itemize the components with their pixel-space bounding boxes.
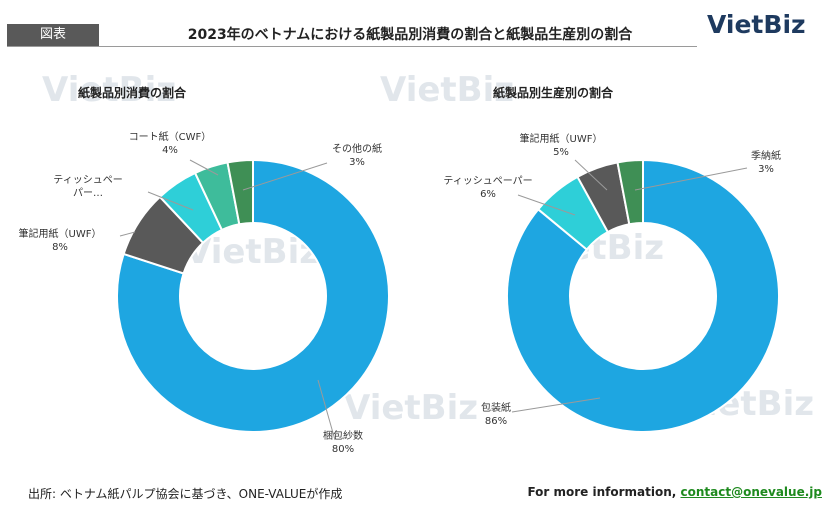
leader-line <box>634 167 748 191</box>
data-label: 季納紙 <box>751 149 781 162</box>
data-label: 包装紙 <box>481 401 511 414</box>
data-label: 3% <box>349 157 365 168</box>
leader-line <box>189 159 219 176</box>
leader-line <box>242 162 328 191</box>
donut-slice <box>616 158 644 226</box>
leader-line <box>517 194 576 216</box>
more-info: For more information, contact@onevalue.j… <box>527 485 822 499</box>
brand-logo: VietBiz <box>707 10 806 39</box>
data-label: 5% <box>553 147 569 158</box>
header-divider <box>7 46 697 47</box>
source-note: 出所: ベトナム紙パルプ協会に基づき、ONE-VALUEが作成 <box>28 487 343 501</box>
leader-line <box>511 397 601 413</box>
data-label: 筆記用紙（UWF） <box>19 227 102 240</box>
leader-line <box>147 191 194 211</box>
data-label: 8% <box>52 242 68 253</box>
more-info-label: For more information, <box>527 485 681 499</box>
data-label: パー… <box>73 187 103 199</box>
contact-link[interactable]: contact@onevalue.jp <box>680 485 823 499</box>
data-label: 梱包紗数 <box>323 429 363 442</box>
leader-line <box>119 231 136 237</box>
data-label: 80% <box>332 444 354 455</box>
leader-line <box>317 379 336 441</box>
donut-slice <box>506 158 780 433</box>
figure-tag: 図表 <box>7 24 99 46</box>
donut-slice <box>226 158 254 226</box>
data-label: 3% <box>758 164 774 175</box>
chart-title-consumption: 紙製品別消費の割合 <box>78 86 187 100</box>
data-label: その他の紙 <box>332 142 382 155</box>
donut-slice <box>116 158 390 433</box>
data-label: 6% <box>480 189 496 200</box>
data-label: ティッシュペーパー <box>443 175 532 187</box>
data-label: 筆記用紙（UWF） <box>520 132 603 145</box>
data-label: 86% <box>485 416 507 427</box>
page-title: 2023年のベトナムにおける紙製品別消費の割合と紙製品生産別の割合 <box>187 27 633 43</box>
leader-line <box>574 159 608 191</box>
data-label: コート紙（CWF） <box>129 130 212 143</box>
chart-title-production: 紙製品別生産別の割合 <box>493 86 614 100</box>
data-label: ティッシュペー <box>53 175 122 186</box>
data-label: 4% <box>162 145 178 156</box>
